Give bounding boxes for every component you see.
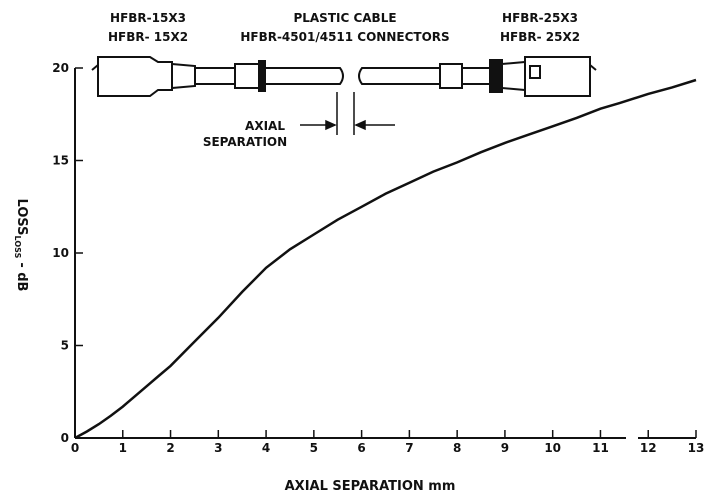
x-axis-label: AXIAL SEPARATION mm [285, 479, 456, 494]
x-tick-label: 7 [405, 441, 413, 455]
y-tick-label: 0 [61, 431, 69, 445]
connector-diagram: HFBR-15X3 HFBR- 15X2 PLASTIC CABLE HFBR-… [91, 11, 597, 149]
left-connector-drawing [91, 56, 344, 97]
x-tick-label: 6 [357, 441, 365, 455]
y-label-main: LOSS [14, 199, 29, 236]
x-tick-label: 11 [592, 441, 609, 455]
right-connector-drawing [358, 56, 597, 97]
x-tick-label: 13 [688, 441, 705, 455]
y-axis-label: LOSSLOSS - dB [13, 199, 29, 292]
y-ticks: 0 5 10 15 20 [52, 61, 83, 445]
y-tick-label: 5 [61, 339, 69, 353]
y-tick-label: 15 [52, 154, 69, 168]
x-tick-label: 3 [214, 441, 222, 455]
center-label-2: HFBR-4501/4511 CONNECTORS [240, 30, 449, 44]
x-tick-label: 9 [501, 441, 509, 455]
gap-label-1: AXIAL [245, 119, 285, 133]
x-tick-label: 0 [71, 441, 79, 455]
y-label-subscript: LOSS [13, 236, 22, 259]
x-tick-label: 4 [262, 441, 270, 455]
x-tick-label: 1 [119, 441, 127, 455]
right-label-2: HFBR- 25X2 [500, 30, 580, 44]
y-label-unit: - dB [14, 262, 29, 291]
left-label-1: HFBR-15X3 [110, 11, 186, 25]
x-tick-label: 12 [640, 441, 657, 455]
y-tick-label: 10 [52, 246, 69, 260]
axes [74, 68, 696, 439]
x-tick-label: 2 [166, 441, 174, 455]
left-label-2: HFBR- 15X2 [108, 30, 188, 44]
x-tick-label: 10 [544, 441, 561, 455]
x-ticks: 0 1 2 3 4 5 6 7 8 9 10 11 12 13 [71, 430, 705, 455]
x-tick-label: 8 [453, 441, 461, 455]
center-label-1: PLASTIC CABLE [293, 11, 396, 25]
loss-curve [74, 78, 697, 440]
y-tick-label: 20 [52, 61, 69, 75]
svg-text:LOSSLOSS- dB: LOSSLOSS - dB [13, 199, 29, 292]
right-label-1: HFBR-25X3 [502, 11, 578, 25]
axial-separation-annotation [300, 92, 395, 135]
series [74, 78, 697, 440]
gap-label-2: SEPARATION [203, 135, 287, 149]
x-tick-label: 5 [310, 441, 318, 455]
